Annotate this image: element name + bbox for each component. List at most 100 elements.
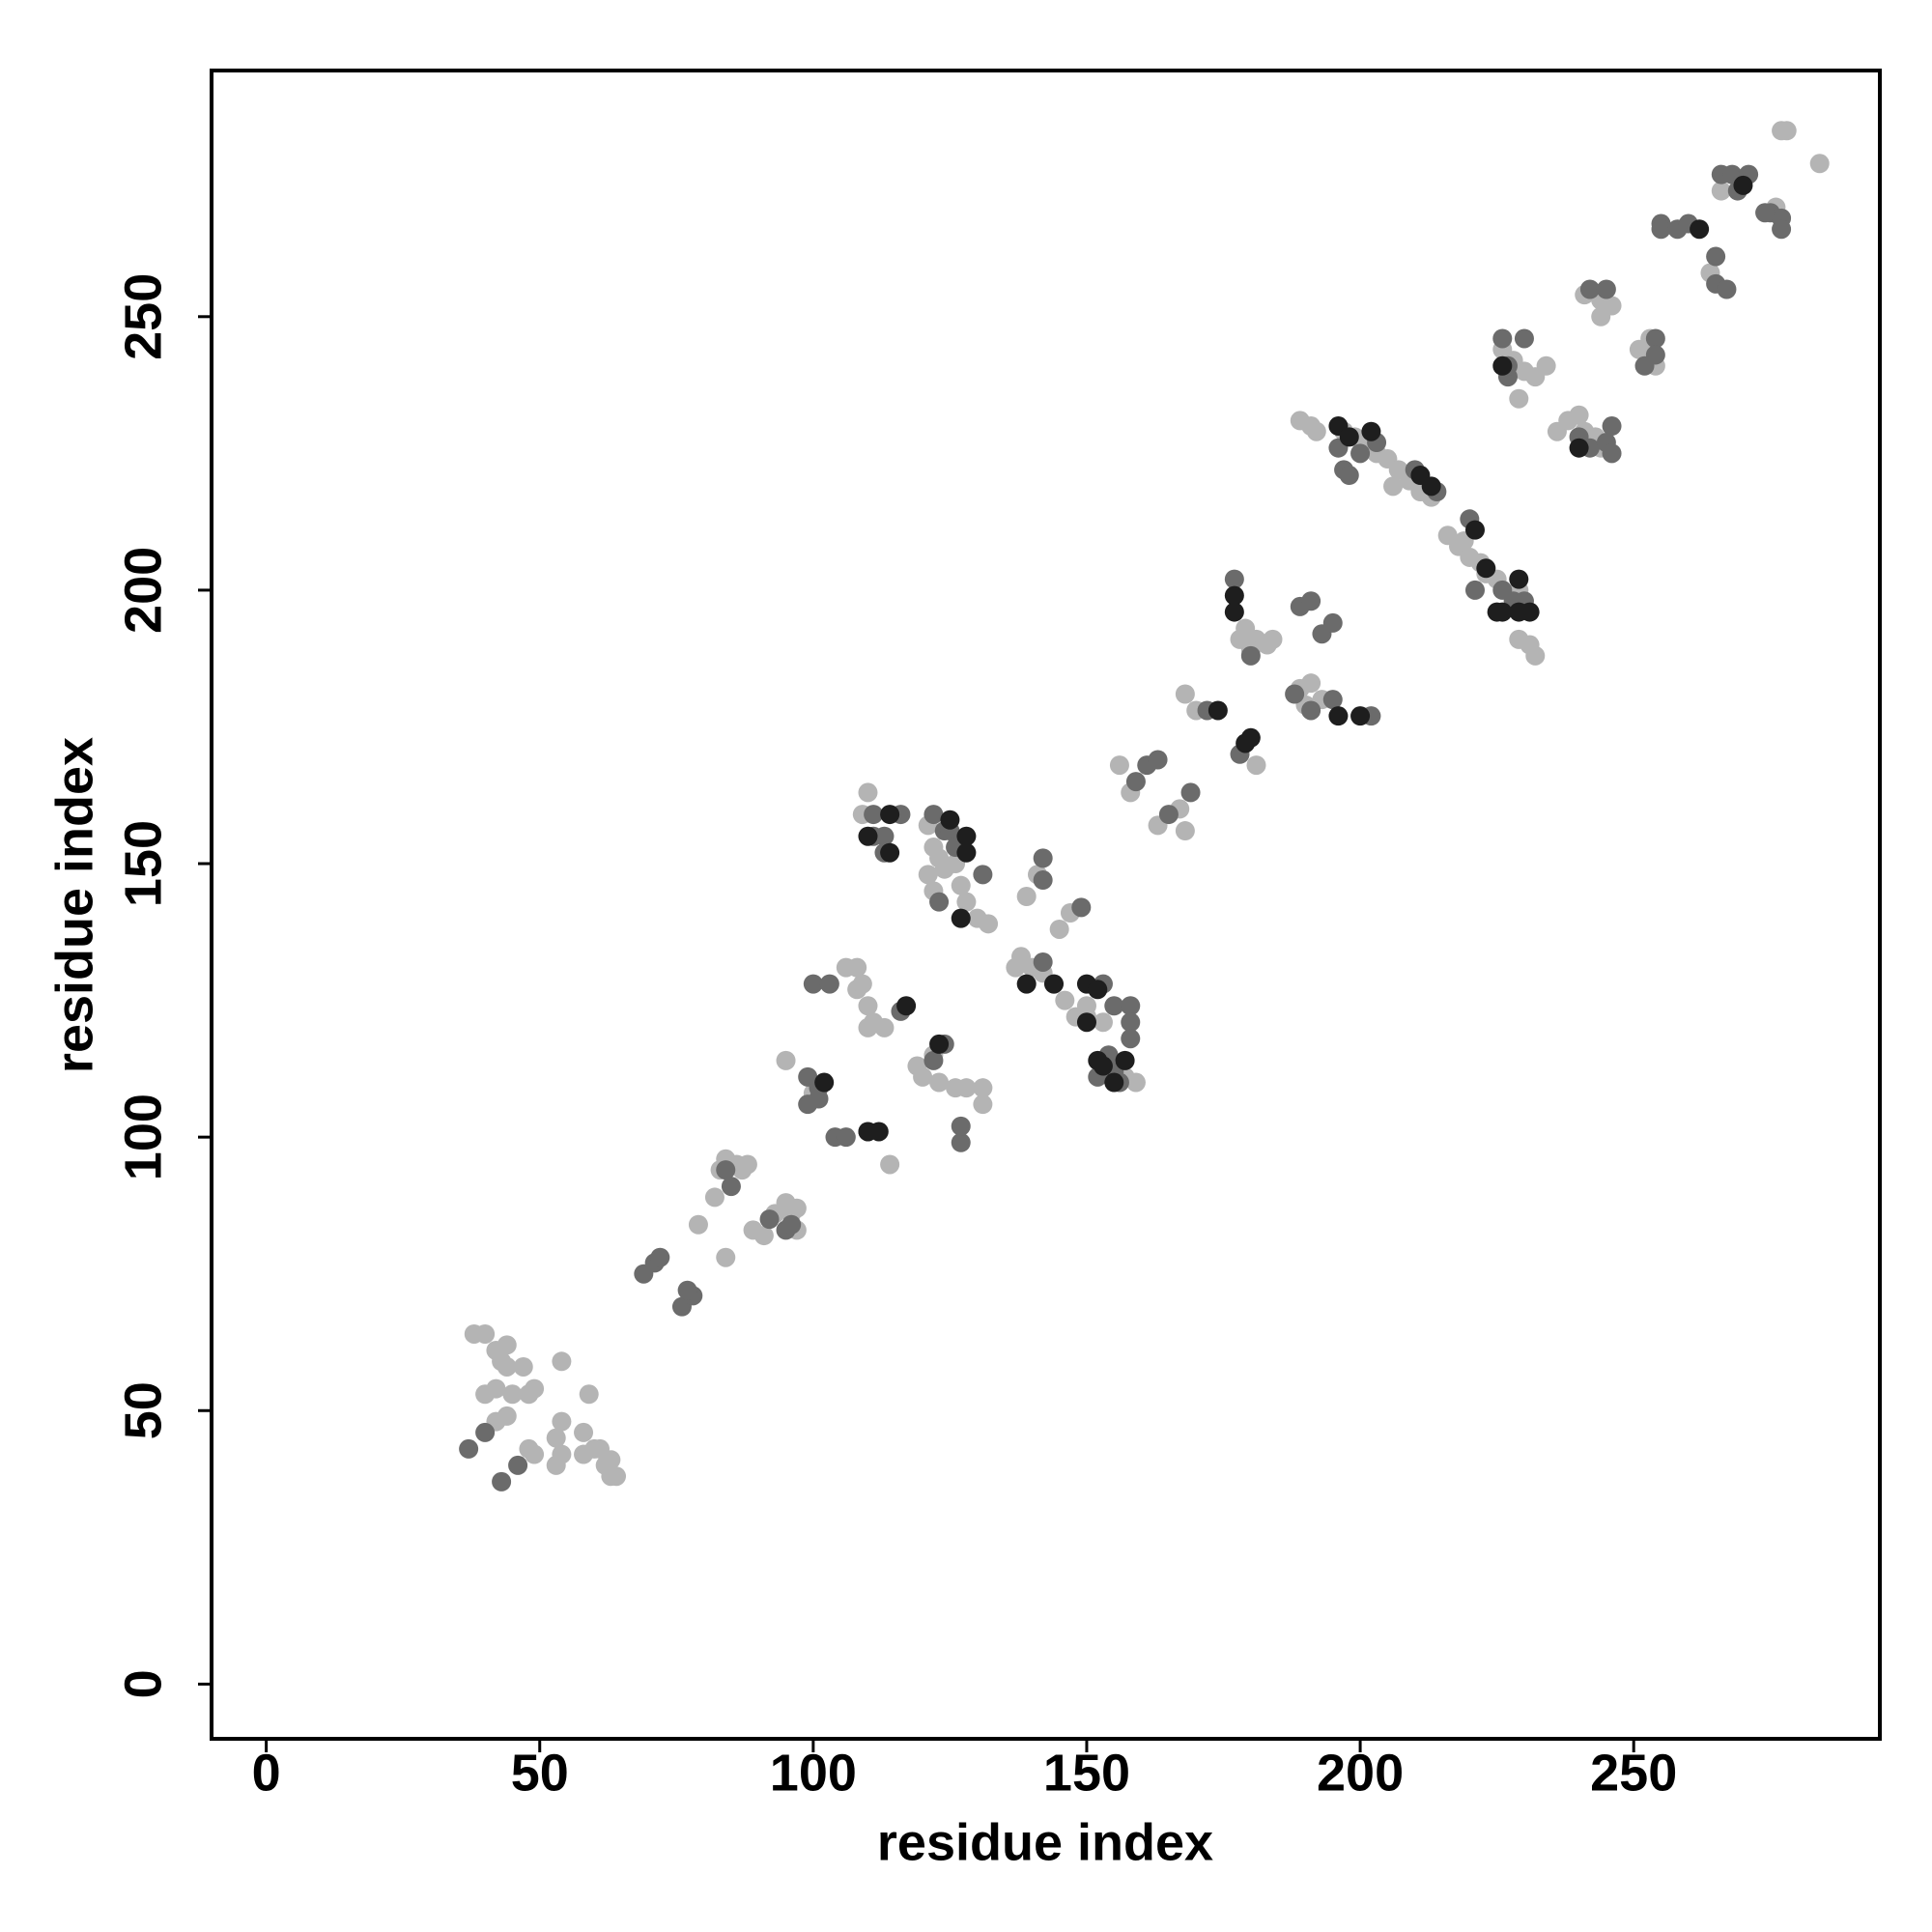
data-point bbox=[1055, 990, 1075, 1010]
data-point bbox=[776, 1050, 796, 1070]
data-point bbox=[519, 1438, 539, 1459]
data-point bbox=[1088, 980, 1108, 1000]
x-tick-label: 200 bbox=[1317, 1744, 1404, 1802]
data-point bbox=[864, 805, 884, 825]
x-tick-label: 0 bbox=[252, 1744, 281, 1802]
data-point bbox=[1208, 700, 1228, 721]
y-tick-label: 200 bbox=[114, 547, 172, 634]
data-point bbox=[913, 1066, 933, 1087]
data-point bbox=[1322, 612, 1343, 633]
data-point bbox=[743, 1220, 763, 1240]
data-point bbox=[721, 1177, 741, 1197]
data-point bbox=[1240, 727, 1261, 748]
data-point bbox=[973, 1094, 993, 1115]
data-point bbox=[956, 1078, 977, 1098]
data-point bbox=[546, 1428, 566, 1448]
data-point bbox=[525, 1378, 545, 1399]
data-point bbox=[956, 842, 977, 863]
data-point bbox=[1591, 306, 1611, 327]
data-point bbox=[601, 1450, 621, 1470]
data-point bbox=[1509, 388, 1529, 409]
data-point bbox=[1487, 602, 1507, 622]
data-point bbox=[502, 1384, 523, 1405]
data-point bbox=[1492, 355, 1513, 376]
data-point bbox=[552, 1351, 572, 1372]
data-point bbox=[1755, 203, 1776, 223]
data-point bbox=[1492, 328, 1513, 349]
data-point bbox=[1602, 416, 1622, 437]
data-point bbox=[1328, 706, 1349, 726]
data-point bbox=[858, 1017, 878, 1037]
data-point bbox=[868, 1122, 889, 1142]
x-axis-label: residue index bbox=[877, 1813, 1213, 1871]
data-point bbox=[650, 1247, 670, 1267]
data-point bbox=[1525, 645, 1546, 666]
data-point bbox=[1301, 591, 1321, 611]
data-point bbox=[1634, 355, 1655, 376]
data-point bbox=[852, 974, 872, 994]
data-point bbox=[979, 914, 999, 934]
data-point bbox=[1339, 466, 1359, 486]
data-point bbox=[1224, 569, 1244, 589]
data-point bbox=[1016, 974, 1037, 994]
data-point bbox=[1033, 848, 1053, 868]
data-point bbox=[819, 974, 839, 994]
data-point bbox=[1125, 1072, 1146, 1093]
data-point bbox=[677, 1280, 697, 1300]
data-point bbox=[1350, 443, 1371, 464]
data-point bbox=[1596, 279, 1616, 299]
data-point bbox=[1121, 1012, 1141, 1033]
x-tick-label: 150 bbox=[1043, 1744, 1130, 1802]
data-point bbox=[1306, 421, 1326, 441]
data-point bbox=[688, 1214, 708, 1235]
data-point bbox=[704, 1187, 724, 1208]
data-point bbox=[513, 1356, 533, 1377]
data-point bbox=[716, 1247, 736, 1267]
data-point bbox=[1690, 219, 1710, 240]
data-point bbox=[1093, 1012, 1113, 1033]
data-point bbox=[546, 1455, 566, 1475]
data-point bbox=[973, 865, 993, 885]
data-point bbox=[1602, 443, 1622, 464]
data-point bbox=[1651, 219, 1671, 240]
data-point bbox=[1263, 629, 1283, 649]
data-point bbox=[1579, 279, 1600, 299]
y-tick-label: 50 bbox=[114, 1381, 172, 1439]
data-point bbox=[847, 957, 867, 978]
data-point bbox=[951, 875, 971, 895]
data-point bbox=[858, 826, 878, 846]
data-point bbox=[874, 1017, 895, 1037]
data-point bbox=[475, 1422, 496, 1442]
data-point bbox=[486, 1378, 506, 1399]
data-point bbox=[497, 1406, 517, 1426]
y-tick-label: 100 bbox=[114, 1094, 172, 1180]
x-tick-label: 50 bbox=[511, 1744, 569, 1802]
data-point bbox=[1569, 438, 1589, 458]
data-point bbox=[1016, 887, 1037, 907]
y-axis-label: residue index bbox=[45, 737, 103, 1073]
data-point bbox=[880, 1154, 900, 1175]
data-point bbox=[552, 1411, 572, 1432]
data-point bbox=[1301, 673, 1321, 694]
data-point bbox=[1339, 427, 1359, 447]
data-point bbox=[918, 865, 938, 885]
data-point bbox=[1104, 1072, 1124, 1093]
data-point bbox=[896, 996, 917, 1016]
data-point bbox=[973, 1078, 993, 1098]
data-point bbox=[814, 1072, 835, 1093]
data-point bbox=[1383, 476, 1404, 497]
data-point bbox=[737, 1154, 757, 1175]
y-tick-label: 0 bbox=[114, 1669, 172, 1698]
data-point bbox=[1224, 585, 1244, 606]
data-point bbox=[1536, 355, 1556, 376]
data-point bbox=[1711, 181, 1731, 201]
data-point bbox=[475, 1323, 496, 1344]
data-point bbox=[781, 1214, 802, 1235]
data-point bbox=[880, 805, 900, 825]
x-tick-label: 250 bbox=[1590, 1744, 1677, 1802]
data-point bbox=[1285, 684, 1305, 704]
data-point bbox=[923, 805, 944, 825]
data-point bbox=[951, 908, 971, 928]
data-point bbox=[951, 1116, 971, 1136]
